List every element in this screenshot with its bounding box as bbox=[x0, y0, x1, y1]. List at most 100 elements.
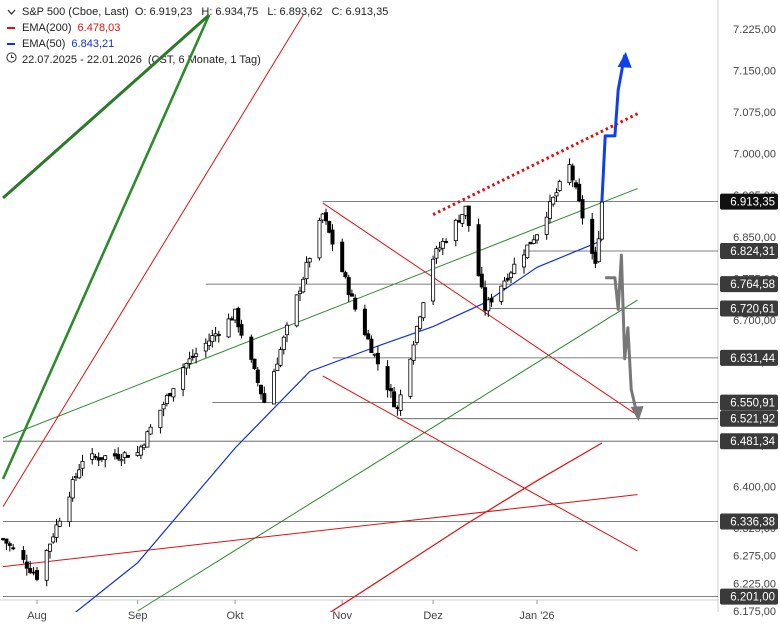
candle-body bbox=[122, 452, 127, 458]
price-tag-label: 6.913,35 bbox=[730, 197, 775, 209]
price-tag: 6.481,34 bbox=[720, 433, 778, 450]
chart-legend: S&P 500 (Cboe, Last) O: 6.919,23 H: 6.93… bbox=[5, 4, 394, 68]
candle-body bbox=[548, 201, 553, 219]
legend-ema50-row[interactable]: EMA(50) 6.843,21 bbox=[5, 36, 394, 52]
period-detail: (CST, 6 Monate, 1 Tag) bbox=[147, 54, 261, 66]
candle-body bbox=[207, 340, 212, 346]
forecast-layer bbox=[600, 51, 644, 421]
candle-body bbox=[479, 273, 484, 288]
price-tag-box bbox=[720, 276, 778, 293]
candle-body bbox=[414, 325, 419, 343]
candle-body bbox=[194, 353, 199, 357]
candle-body bbox=[317, 219, 322, 259]
candle-body bbox=[236, 307, 241, 328]
red-channel-line bbox=[322, 202, 638, 416]
price-tag: 6.521,92 bbox=[720, 410, 778, 427]
candle-body bbox=[99, 457, 104, 460]
trendline-layer bbox=[1, 13, 639, 612]
price-tag-box bbox=[720, 410, 778, 427]
candle-body bbox=[210, 335, 215, 343]
green-channel-line bbox=[1, 14, 211, 480]
candle-body bbox=[463, 205, 468, 216]
y-tick-label: 6.400,00 bbox=[733, 481, 776, 493]
candle-body bbox=[164, 395, 169, 405]
candle-body bbox=[171, 388, 176, 398]
candle-body bbox=[275, 363, 280, 371]
candle-body bbox=[483, 287, 488, 311]
candle-body bbox=[525, 244, 530, 259]
candle-body bbox=[418, 316, 423, 329]
candle-body bbox=[7, 543, 12, 546]
price-tag-label: 6.201,00 bbox=[730, 592, 775, 604]
instrument-name: S&P 500 (Cboe, Last) bbox=[22, 6, 129, 18]
y-tick-label: 6.175,00 bbox=[733, 606, 776, 618]
candle-body bbox=[24, 561, 29, 569]
candlestick-layer bbox=[0, 158, 604, 587]
candle-body bbox=[362, 308, 367, 336]
candle-body bbox=[119, 459, 124, 462]
y-tick-label: 7.000,00 bbox=[733, 149, 776, 161]
candle-body bbox=[570, 165, 575, 181]
y-tick-label: 6.275,00 bbox=[733, 551, 776, 563]
ema50-swatch bbox=[5, 36, 17, 52]
high-value: H: 6.934,75 bbox=[201, 6, 259, 18]
candle-body bbox=[421, 302, 426, 319]
candle-body bbox=[411, 344, 416, 361]
ema200-line bbox=[329, 442, 603, 612]
candle-body bbox=[187, 358, 192, 364]
candle-body bbox=[74, 475, 79, 479]
candle-body bbox=[440, 241, 445, 249]
candle-body bbox=[453, 219, 458, 242]
candle-body bbox=[135, 452, 140, 456]
close-value: C: 6.913,35 bbox=[331, 6, 389, 18]
candle-body bbox=[590, 218, 595, 254]
ohlc-values: O: 6.919,23 H: 6.934,75 L: 6.893,62 C: 6… bbox=[135, 4, 395, 20]
price-tag: 6.336,38 bbox=[720, 513, 778, 530]
price-tag-label: 6.550,91 bbox=[730, 398, 775, 410]
candle-body bbox=[398, 394, 403, 411]
candle-body bbox=[349, 293, 354, 297]
price-tag-box bbox=[720, 433, 778, 450]
candle-body bbox=[431, 258, 436, 302]
price-tag-layer: 6.913,35 6.824,31 6.764,58 6.720,61 6.631,44… bbox=[720, 193, 778, 605]
legend-ema200-row[interactable]: EMA(200) 6.478,03 bbox=[5, 20, 394, 36]
candle-body bbox=[297, 290, 302, 295]
chevron-down-icon[interactable] bbox=[5, 4, 17, 20]
price-tag-box bbox=[720, 588, 778, 605]
candle-body bbox=[574, 182, 579, 188]
forecast-down-arrowhead bbox=[630, 406, 644, 421]
candle-body bbox=[476, 224, 481, 277]
green-trend-bold-line bbox=[2, 13, 211, 200]
candle-body bbox=[369, 338, 374, 354]
candle-body bbox=[580, 199, 585, 219]
ema200-label: EMA(200) bbox=[22, 22, 72, 34]
candle-body bbox=[466, 205, 471, 227]
price-tag: 6.764,58 bbox=[720, 276, 778, 293]
candle-body bbox=[281, 336, 286, 351]
candle-body bbox=[323, 212, 328, 222]
candle-body bbox=[4, 538, 9, 544]
candle-body bbox=[544, 216, 549, 235]
x-tick-label: Aug bbox=[27, 610, 47, 622]
price-tag-box bbox=[720, 349, 778, 366]
candle-body bbox=[499, 285, 504, 302]
ema50-label: EMA(50) bbox=[22, 38, 66, 50]
candle-body bbox=[70, 479, 75, 499]
candle-body bbox=[385, 366, 390, 391]
candle-body bbox=[340, 241, 345, 273]
candle-body bbox=[181, 367, 186, 390]
price-tag-label: 6.764,58 bbox=[730, 279, 775, 291]
price-tag-label: 6.824,31 bbox=[730, 246, 775, 258]
red-channel-line bbox=[2, 494, 638, 568]
axis-layer bbox=[0, 0, 719, 612]
candle-body bbox=[320, 213, 325, 221]
ema200-swatch bbox=[5, 20, 17, 36]
candle-body bbox=[551, 196, 556, 205]
x-tick-label: Dez bbox=[423, 610, 443, 622]
candle-body bbox=[554, 192, 559, 197]
candle-body bbox=[522, 254, 527, 268]
price-tag-label: 6.481,34 bbox=[730, 436, 775, 448]
y-tick-label: 7.150,00 bbox=[733, 65, 776, 77]
candle-body bbox=[489, 297, 494, 303]
